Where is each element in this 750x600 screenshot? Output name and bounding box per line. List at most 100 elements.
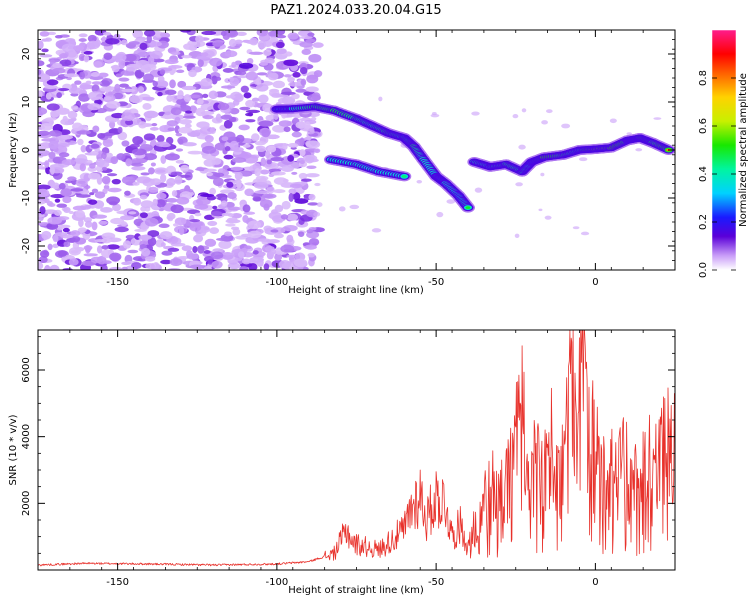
noise-speckle (72, 45, 85, 51)
noise-speckle (38, 184, 51, 190)
snr-marks (38, 330, 675, 567)
noise-speckle (90, 256, 103, 264)
noise-speckle (211, 157, 222, 165)
noise-speckle (194, 212, 202, 217)
noise-speckle (57, 88, 70, 92)
colorbar-tick-label: 0.2 (698, 214, 709, 230)
noise-speckle (189, 223, 202, 232)
noise-speckle (245, 99, 256, 108)
colorbar-frame (711, 29, 737, 271)
y-tick-label: 6000 (21, 357, 32, 382)
ridge-core (465, 206, 471, 209)
noise-speckle (65, 38, 76, 43)
noise-speckle (238, 62, 254, 69)
noise-speckle (159, 32, 169, 38)
noise-speckle (78, 218, 84, 228)
noise-speckle (143, 112, 156, 117)
noise-speckle (308, 53, 322, 63)
x-tick-label: 0 (592, 277, 598, 288)
noise-speckle (274, 253, 283, 261)
noise-speckle (156, 192, 167, 200)
y-tick-label: -10 (21, 190, 32, 206)
snr-panel: -150 -100 -50 0 2000 4000 6000 Height of strai… (8, 329, 676, 596)
noise-speckle (291, 131, 302, 138)
noise-speckle (241, 258, 251, 265)
noise-speckle (121, 112, 136, 121)
noise-speckle (266, 239, 280, 244)
noise-speckle (225, 95, 236, 99)
noise-speckle (158, 223, 170, 228)
noise-speckle (87, 103, 102, 111)
noise-speckle (561, 123, 571, 129)
noise-speckle (38, 73, 51, 83)
noise-speckle (184, 123, 192, 129)
noise-speckle (245, 112, 253, 117)
noise-speckle (580, 231, 590, 236)
noise-speckle (161, 250, 173, 256)
noise-speckle (124, 190, 131, 196)
noise-speckle (261, 128, 271, 138)
noise-speckle (63, 206, 71, 214)
y-tick-label: 10 (21, 96, 32, 109)
noise-speckle (103, 96, 112, 101)
noise-speckle (203, 250, 211, 254)
noise-speckle (116, 153, 126, 161)
noise-speckle (131, 158, 144, 162)
noise-speckle (135, 59, 150, 69)
noise-speckle (44, 37, 53, 42)
noise-speckle (196, 197, 211, 206)
y-tick-label: 4000 (21, 424, 32, 449)
noise-speckle (232, 147, 244, 153)
noise-speckle (175, 159, 185, 164)
noise-speckle (45, 117, 57, 121)
noise-speckle (138, 121, 147, 129)
noise-speckle (197, 245, 205, 254)
noise-speckle (299, 41, 313, 48)
noise-speckle (572, 226, 580, 230)
noise-speckle (243, 143, 251, 148)
noise-speckle (148, 167, 155, 175)
noise-speckle (275, 30, 286, 36)
noise-speckle (38, 200, 46, 205)
noise-speckle (40, 123, 54, 131)
noise-speckle (62, 227, 70, 233)
x-tick-label: -100 (266, 577, 289, 588)
noise-speckle (183, 43, 194, 50)
noise-speckle (38, 40, 44, 50)
noise-speckle (307, 252, 315, 258)
noise-speckle (378, 96, 383, 102)
noise-speckle (436, 211, 444, 218)
noise-speckle (121, 88, 136, 93)
noise-speckle (181, 85, 197, 91)
noise-speckle (256, 30, 269, 37)
noise-speckle (225, 223, 236, 227)
noise-speckle (313, 148, 321, 154)
noise-speckle (247, 230, 262, 239)
noise-speckle (176, 196, 190, 205)
noise-speckle (178, 226, 185, 236)
noise-speckle (287, 213, 299, 222)
noise-speckle (50, 109, 60, 118)
noise-speckle (224, 50, 238, 58)
noise-speckle (239, 170, 253, 177)
noise-speckle (184, 110, 193, 114)
noise-speckle (120, 215, 135, 221)
noise-speckle (122, 240, 132, 249)
noise-speckle (83, 205, 92, 209)
noise-speckle (238, 124, 250, 131)
noise-speckle (274, 204, 284, 213)
noise-speckle (256, 78, 262, 86)
noise-speckle (139, 194, 148, 200)
noise-speckle (38, 262, 44, 270)
noise-speckle (201, 145, 217, 154)
figure-title: PAZ1.2024.033.20.04.G15 (270, 3, 441, 18)
noise-speckle (231, 61, 237, 68)
noise-speckle (150, 162, 156, 167)
noise-speckle (189, 218, 201, 223)
noise-speckle (518, 144, 526, 150)
noise-speckle (129, 95, 143, 104)
noise-speckle (125, 158, 133, 167)
noise-speckle (64, 73, 79, 78)
noise-speckle (120, 39, 128, 46)
noise-speckle (169, 79, 176, 89)
